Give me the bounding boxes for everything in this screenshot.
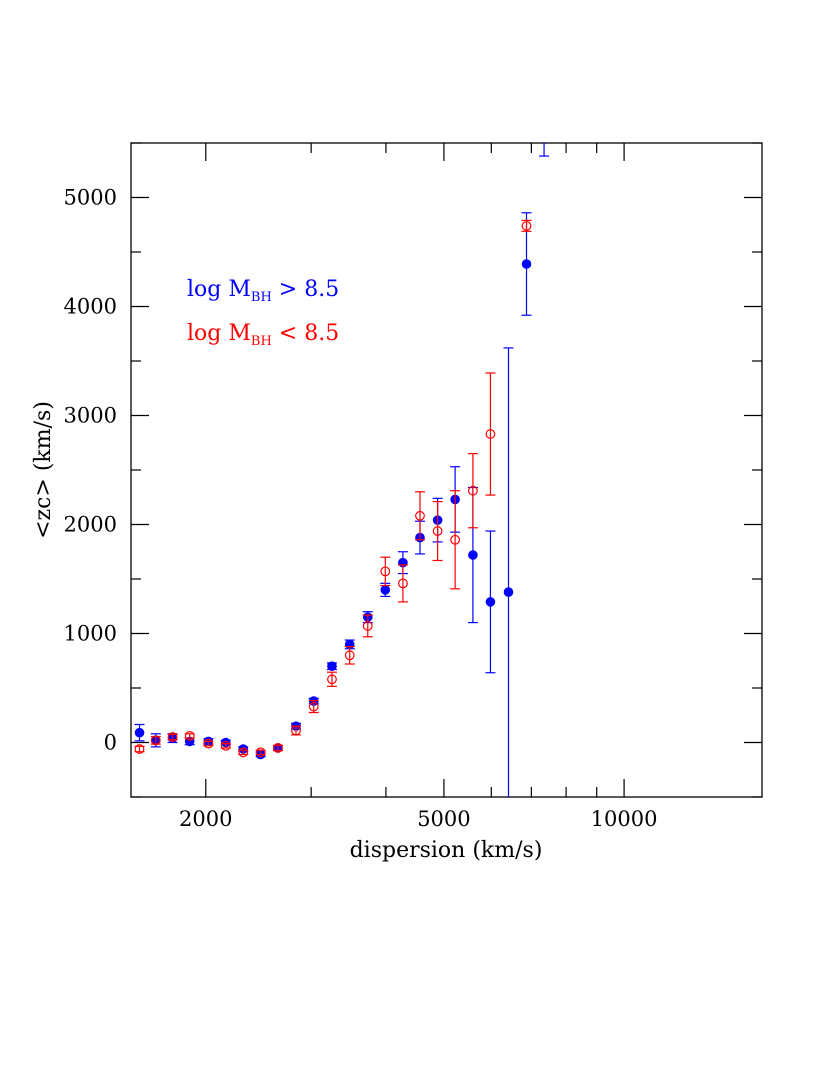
data-point — [468, 550, 478, 560]
data-point — [380, 585, 391, 595]
data-point — [255, 747, 266, 758]
legend-1-suffix: < 8.5 — [272, 321, 339, 346]
data-point — [485, 597, 496, 607]
legend-1-sub: BH — [251, 334, 272, 349]
y-axis-ticks: 0 1000 2000 3000 4000 5000 — [64, 142, 762, 798]
y-tick-label: 1000 — [64, 622, 117, 646]
y-tick-label: 5000 — [64, 186, 117, 210]
data-point — [327, 661, 337, 672]
x-axis-title: dispersion (km/s) — [350, 838, 543, 863]
data-point — [134, 727, 145, 738]
data-point — [273, 743, 283, 753]
data-point — [238, 747, 249, 758]
data-point — [308, 701, 319, 712]
data-point — [503, 587, 514, 597]
legend-1-prefix: log M — [187, 321, 251, 346]
data-point — [415, 510, 425, 521]
x-tick-label: 10000 — [591, 807, 658, 831]
data-point — [432, 526, 443, 536]
data-point — [344, 650, 355, 661]
data-point — [203, 738, 214, 749]
data-point — [184, 731, 195, 741]
data-point — [521, 259, 532, 269]
y-tick-label: 4000 — [64, 295, 117, 319]
data-point — [150, 735, 161, 746]
legend: log MBH > 8.5 log MBH < 8.5 — [187, 277, 339, 349]
y-axis-title: <zc> (km/s) — [31, 401, 56, 539]
legend-0-prefix: log M — [187, 277, 251, 302]
data-point — [327, 674, 337, 685]
data-point — [220, 740, 231, 751]
y-tick-label: 2000 — [64, 513, 117, 537]
y-tick-label: 0 — [104, 731, 117, 755]
legend-0-sub: BH — [251, 290, 272, 305]
plot-frame — [130, 142, 763, 798]
data-point — [521, 220, 532, 231]
data-point — [380, 566, 391, 577]
series-1 — [134, 219, 532, 758]
series-0 — [134, 143, 550, 797]
x-axis-ticks: 2000 5000 10000 — [179, 143, 657, 831]
data-point — [291, 725, 301, 736]
data-point — [167, 732, 178, 742]
legend-entry-0: log MBH > 8.5 — [187, 277, 339, 305]
data-point — [362, 620, 373, 631]
data-point — [485, 429, 496, 439]
legend-0-suffix: > 8.5 — [272, 277, 339, 302]
x-tick-label: 2000 — [179, 807, 232, 831]
data-point — [398, 578, 408, 589]
legend-entry-1: log MBH < 8.5 — [187, 321, 339, 349]
y-tick-label: 3000 — [64, 404, 117, 428]
data-point — [134, 744, 145, 754]
x-tick-label: 5000 — [417, 807, 470, 831]
data-point — [450, 534, 461, 545]
data-point — [468, 485, 478, 496]
data-series — [134, 143, 550, 797]
